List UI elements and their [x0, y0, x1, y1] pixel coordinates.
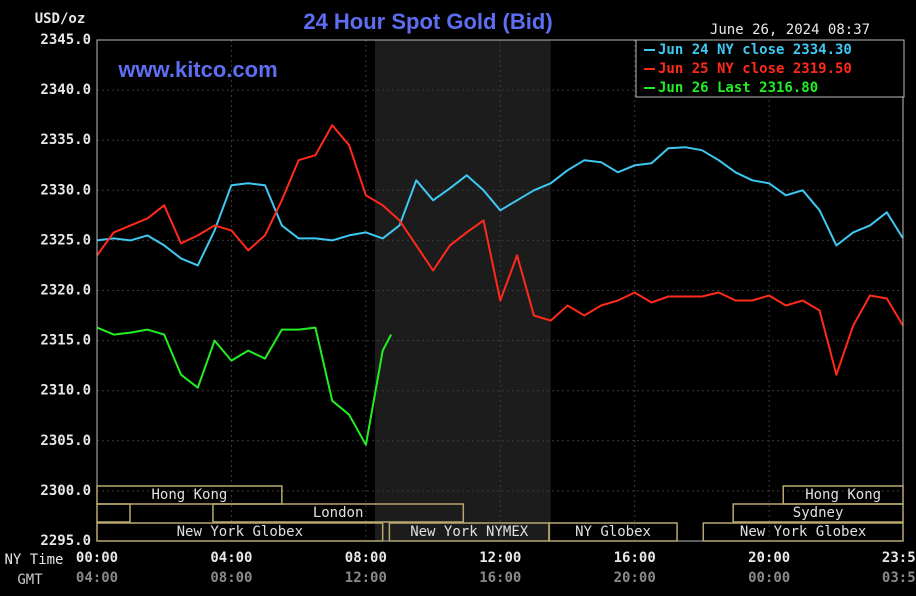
price-line — [96, 326, 392, 446]
x-tick-label: 12:00 — [479, 550, 521, 566]
x2-tick-label: 03:59 — [882, 570, 916, 586]
x-tick-label: 20:00 — [748, 550, 790, 566]
price-line — [96, 146, 904, 267]
session-box — [96, 522, 384, 542]
timestamp: June 26, 2024 08:37 — [710, 22, 870, 38]
y-axis-label: USD/oz — [35, 11, 86, 27]
x2-tick-label: 20:00 — [614, 570, 656, 586]
session-box — [702, 522, 904, 542]
chart-title: 24 Hour Spot Gold (Bid) — [303, 9, 552, 34]
x-tick-label: 00:00 — [76, 550, 118, 566]
session-label: Sydney — [793, 505, 844, 521]
session-box — [548, 522, 678, 542]
legend-label: Jun 24 NY close 2334.30 — [658, 42, 852, 58]
x-tick-label: 23:59 — [882, 550, 916, 566]
x2-tick-label: 12:00 — [345, 570, 387, 586]
session-label: NY Globex — [575, 524, 651, 540]
y-tick-label: 2305.0 — [40, 433, 91, 449]
x2-tick-label: 00:00 — [748, 570, 790, 586]
x-tick-label: 08:00 — [345, 550, 387, 566]
session-label: New York Globex — [177, 524, 303, 540]
x2-axis-label: GMT — [17, 572, 43, 588]
y-tick-label: 2345.0 — [40, 32, 91, 48]
legend-box — [635, 39, 905, 98]
session-box — [96, 485, 283, 505]
x2-tick-label: 16:00 — [479, 570, 521, 586]
y-tick-label: 2310.0 — [40, 383, 91, 399]
watermark: www.kitco.com — [117, 57, 277, 82]
x-tick-label: 16:00 — [614, 550, 656, 566]
y-tick-label: 2325.0 — [40, 232, 91, 248]
y-tick-label: 2295.0 — [40, 533, 91, 549]
y-tick-label: 2340.0 — [40, 82, 91, 98]
session-label: Hong Kong — [805, 487, 881, 503]
legend-label: Jun 26 Last 2316.80 — [658, 80, 818, 96]
x2-tick-label: 08:00 — [210, 570, 252, 586]
x-axis-label: NY Time — [4, 552, 63, 568]
x2-tick-label: 04:00 — [76, 570, 118, 586]
session-label: New York Globex — [740, 524, 866, 540]
y-tick-label: 2335.0 — [40, 132, 91, 148]
price-line — [96, 124, 904, 376]
session-box — [212, 503, 465, 523]
session-box — [732, 503, 904, 523]
session-label: New York NYMEX — [410, 524, 529, 540]
y-tick-label: 2315.0 — [40, 333, 91, 349]
session-label: London — [313, 505, 364, 521]
x-tick-label: 04:00 — [210, 550, 252, 566]
session-label: Hong Kong — [151, 487, 227, 503]
y-tick-label: 2330.0 — [40, 182, 91, 198]
y-tick-label: 2320.0 — [40, 283, 91, 299]
y-tick-label: 2300.0 — [40, 483, 91, 499]
legend-label: Jun 25 NY close 2319.50 — [658, 61, 852, 77]
